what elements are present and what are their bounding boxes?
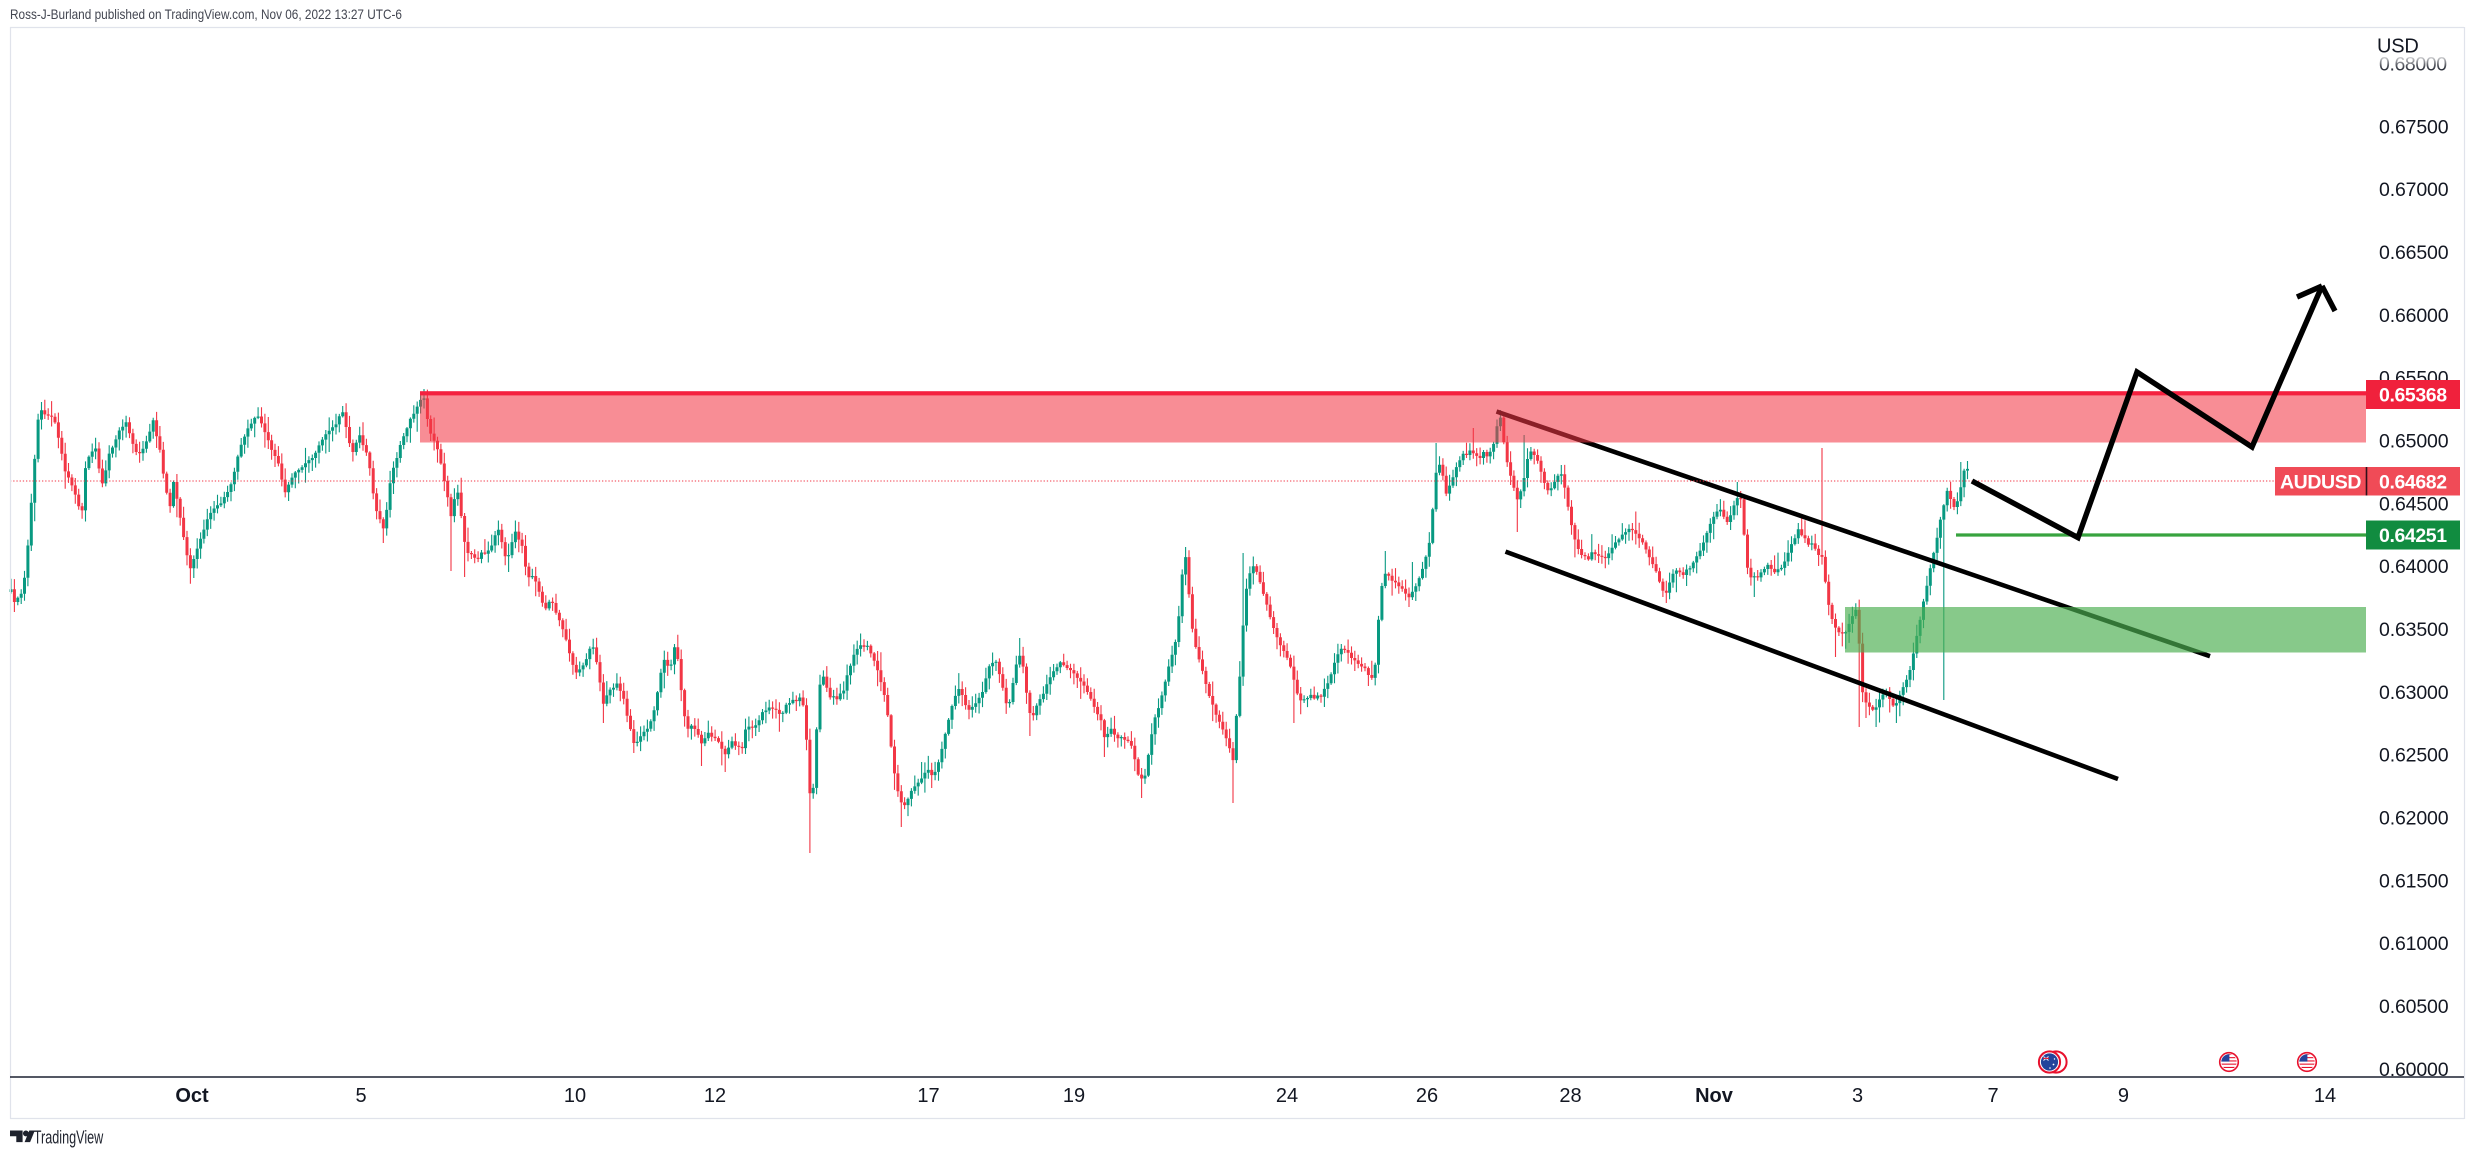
svg-text:10: 10 [564, 1085, 586, 1107]
svg-text:12: 12 [704, 1085, 726, 1107]
svg-text:0.63500: 0.63500 [2379, 619, 2449, 641]
svg-text:9: 9 [2118, 1085, 2129, 1107]
svg-text:AUDUSD: AUDUSD [2280, 472, 2361, 494]
svg-text:0.60000: 0.60000 [2379, 1059, 2449, 1081]
svg-text:0.61000: 0.61000 [2379, 933, 2449, 955]
svg-text:19: 19 [1063, 1085, 1085, 1107]
svg-text:0.65000: 0.65000 [2379, 431, 2449, 453]
svg-text:0.64251: 0.64251 [2379, 525, 2447, 547]
svg-text:3: 3 [1852, 1085, 1863, 1107]
svg-text:0.62000: 0.62000 [2379, 808, 2449, 830]
svg-text:14: 14 [2314, 1085, 2336, 1107]
svg-text:Nov: Nov [1695, 1085, 1734, 1107]
svg-text:USD: USD [2377, 36, 2419, 58]
svg-text:0.64500: 0.64500 [2379, 493, 2449, 515]
svg-text:28: 28 [1559, 1085, 1581, 1107]
svg-text:0.64000: 0.64000 [2379, 556, 2449, 578]
svg-text:0.62500: 0.62500 [2379, 745, 2449, 767]
svg-text:24: 24 [1276, 1085, 1298, 1107]
svg-text:0.67000: 0.67000 [2379, 179, 2449, 201]
svg-text:0.65368: 0.65368 [2379, 385, 2447, 407]
svg-text:Ross-J-Burland published on Tr: Ross-J-Burland published on TradingView.… [10, 7, 402, 22]
svg-text:Oct: Oct [175, 1085, 209, 1107]
svg-text:26: 26 [1416, 1085, 1438, 1107]
svg-text:7: 7 [1987, 1085, 1998, 1107]
svg-text:5: 5 [355, 1085, 366, 1107]
svg-text:0.66500: 0.66500 [2379, 242, 2449, 264]
svg-text:0.67500: 0.67500 [2379, 116, 2449, 138]
svg-text:TradingView: TradingView [34, 1127, 104, 1148]
svg-text:0.66000: 0.66000 [2379, 305, 2449, 327]
svg-text:0.68000: 0.68000 [2379, 54, 2447, 76]
svg-text:0.64682: 0.64682 [2379, 472, 2447, 494]
svg-text:0.63000: 0.63000 [2379, 682, 2449, 704]
svg-text:0.61500: 0.61500 [2379, 870, 2449, 892]
svg-text:0.60500: 0.60500 [2379, 996, 2449, 1018]
svg-text:17: 17 [917, 1085, 939, 1107]
